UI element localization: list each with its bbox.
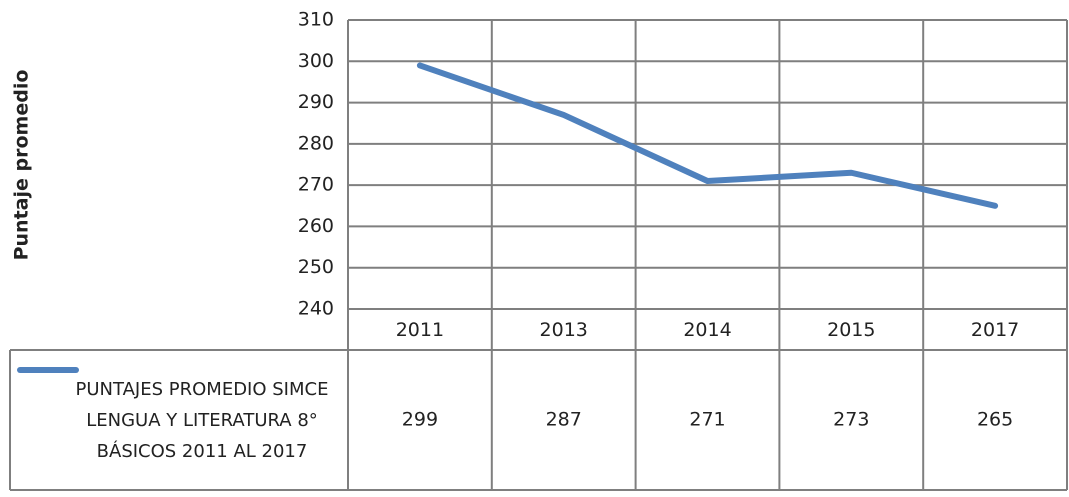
table-value: 287 [546,409,582,431]
table-value: 265 [977,409,1013,431]
x-tick-label: 2013 [540,319,588,341]
x-tick-label: 2011 [396,319,444,341]
x-tick-label: 2015 [827,319,875,341]
y-tick-label: 240 [298,298,334,320]
y-tick-label: 290 [298,91,334,113]
table-value: 271 [689,409,725,431]
data-line [416,62,999,209]
x-tick-label: 2014 [683,319,731,341]
legend-label: PUNTAJES PROMEDIO SIMCE LENGUA Y LITERAT… [75,378,329,462]
y-tick-label: 250 [298,256,334,278]
y-axis-label: Puntaje promedio [11,70,33,261]
y-tick-label: 260 [298,215,334,237]
y-tick-label: 310 [298,9,334,31]
y-tick-label: 280 [298,132,334,154]
table-value: 273 [833,409,869,431]
x-tick-label: 2017 [971,319,1019,341]
table-value: 299 [402,409,438,431]
y-tick-label: 300 [298,50,334,72]
y-tick-label: 270 [298,174,334,196]
